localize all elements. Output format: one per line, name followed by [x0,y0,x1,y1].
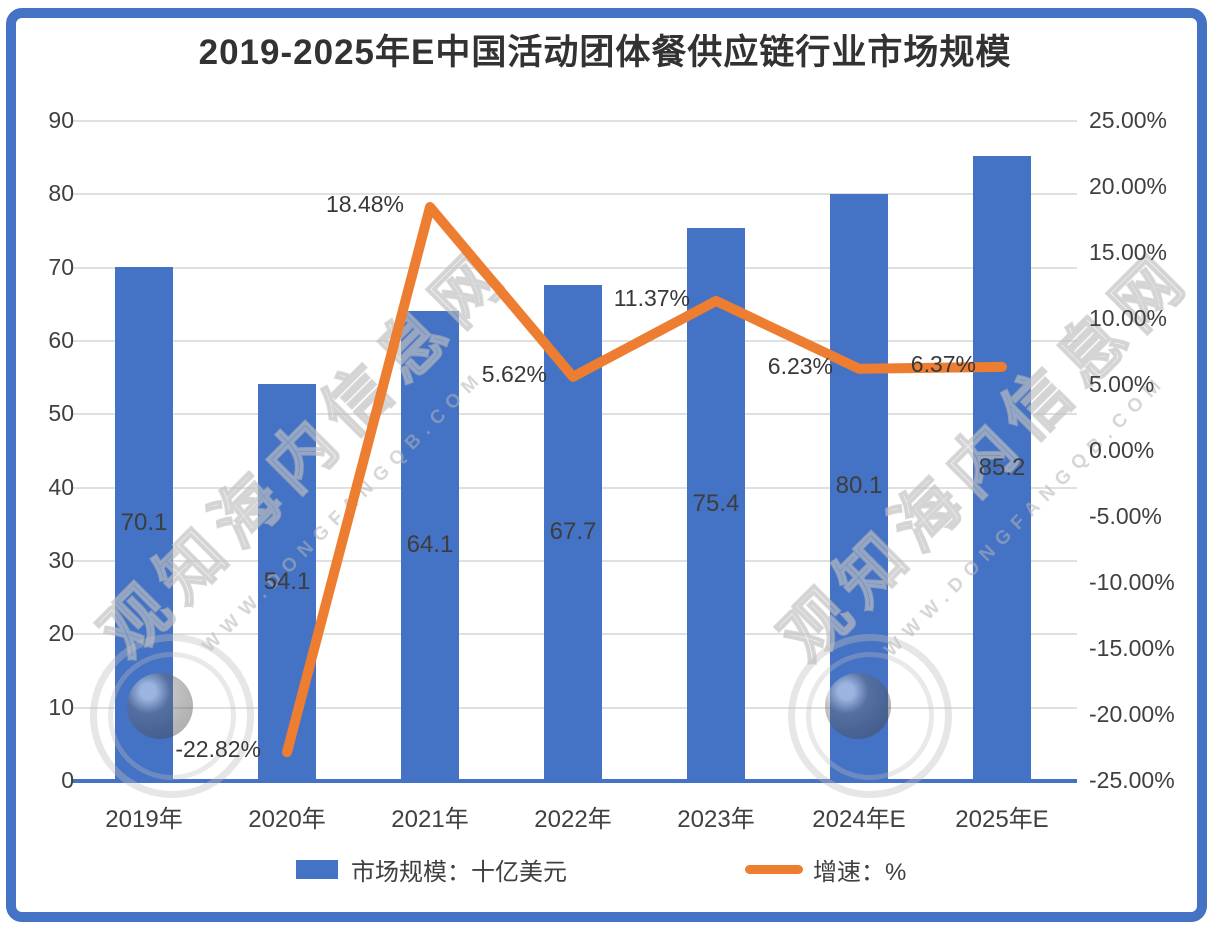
left-axis-tick: 10 [48,693,74,720]
x-axis-label: 2025年E [955,806,1049,833]
left-axis-tick: 0 [61,767,74,793]
right-axis-tick: -20.00% [1089,701,1175,727]
right-axis-tick: 20.00% [1089,173,1168,199]
right-axis-tick: -25.00% [1089,767,1175,793]
gridline [72,266,1077,269]
left-axis-tick: 70 [48,253,74,280]
bar-value-label: 80.1 [835,472,883,500]
legend-item-market-size: 市场规模：十亿美元 [296,852,567,887]
x-axis-line [72,779,1077,783]
legend-label-growth: 增速：% [813,859,907,886]
x-axis-label: 2021年 [391,806,469,833]
legend-item-growth: 增速：% [745,852,906,887]
left-axis-tick: 60 [48,327,74,353]
bar-value-label: 54.1 [263,567,311,595]
x-axis-label: 2020年 [248,806,326,833]
growth-value-label: -22.82% [175,736,261,763]
x-axis-label: 2023年 [677,806,755,833]
growth-value-label: 5.62% [481,360,547,387]
growth-value-label: 6.37% [910,350,976,377]
right-axis-tick: -5.00% [1089,503,1162,529]
right-axis-tick: 15.00% [1089,239,1168,265]
bar-value-label: 70.1 [120,508,168,536]
left-axis-tick: 40 [48,473,74,500]
x-axis-label: 2022年 [534,806,612,833]
left-axis-tick: 80 [48,180,74,207]
bar-value-label: 67.7 [549,517,597,545]
growth-value-label: 18.48% [325,191,404,218]
legend-bar-swatch-icon [296,860,338,879]
chart-title: 2019-2025年E中国活动团体餐供应链行业市场规模 [198,33,1012,72]
legend-line-swatch-icon [745,865,803,874]
right-axis-tick: 10.00% [1089,305,1168,331]
bar-value-label: 64.1 [406,530,454,558]
right-axis-tick: 5.00% [1089,371,1155,397]
growth-value-label: 11.37% [613,284,690,311]
right-axis-tick: 25.00% [1089,107,1168,133]
bar-value-label: 85.2 [978,453,1026,481]
left-axis-tick: 30 [48,547,74,573]
right-axis-tick: 0.00% [1089,437,1155,463]
left-axis-tick: 90 [48,107,74,133]
chart-legend: 市场规模：十亿美元 增速：% [296,852,906,887]
gridline [72,120,1077,122]
right-axis-tick: -10.00% [1089,569,1175,595]
right-axis-tick: -15.00% [1089,635,1175,661]
gridline [72,193,1077,196]
left-axis-tick: 50 [48,400,74,427]
left-axis-tick: 20 [48,620,74,647]
x-axis-label: 2024年E [812,806,906,833]
legend-label-market-size: 市场规模：十亿美元 [351,859,567,886]
bar-value-label: 75.4 [692,489,740,517]
x-axis-label: 2019年 [105,806,183,833]
